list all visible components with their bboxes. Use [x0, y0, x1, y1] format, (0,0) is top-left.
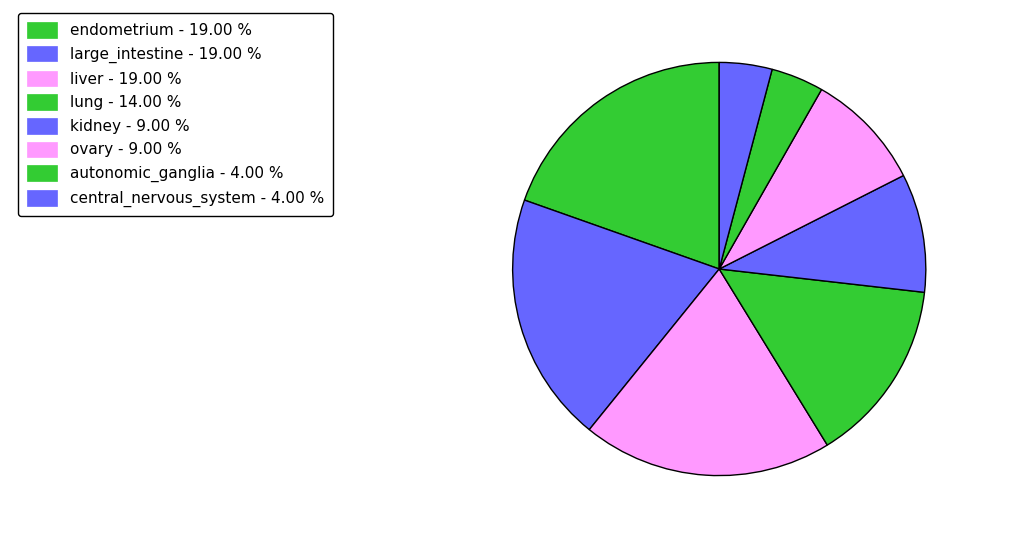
Wedge shape	[719, 69, 822, 269]
Wedge shape	[719, 269, 925, 445]
Wedge shape	[719, 62, 772, 269]
Wedge shape	[719, 175, 926, 292]
Wedge shape	[590, 269, 828, 476]
Wedge shape	[513, 200, 719, 430]
Legend: endometrium - 19.00 %, large_intestine - 19.00 %, liver - 19.00 %, lung - 14.00 : endometrium - 19.00 %, large_intestine -…	[18, 13, 333, 216]
Wedge shape	[719, 89, 904, 269]
Wedge shape	[525, 62, 719, 269]
